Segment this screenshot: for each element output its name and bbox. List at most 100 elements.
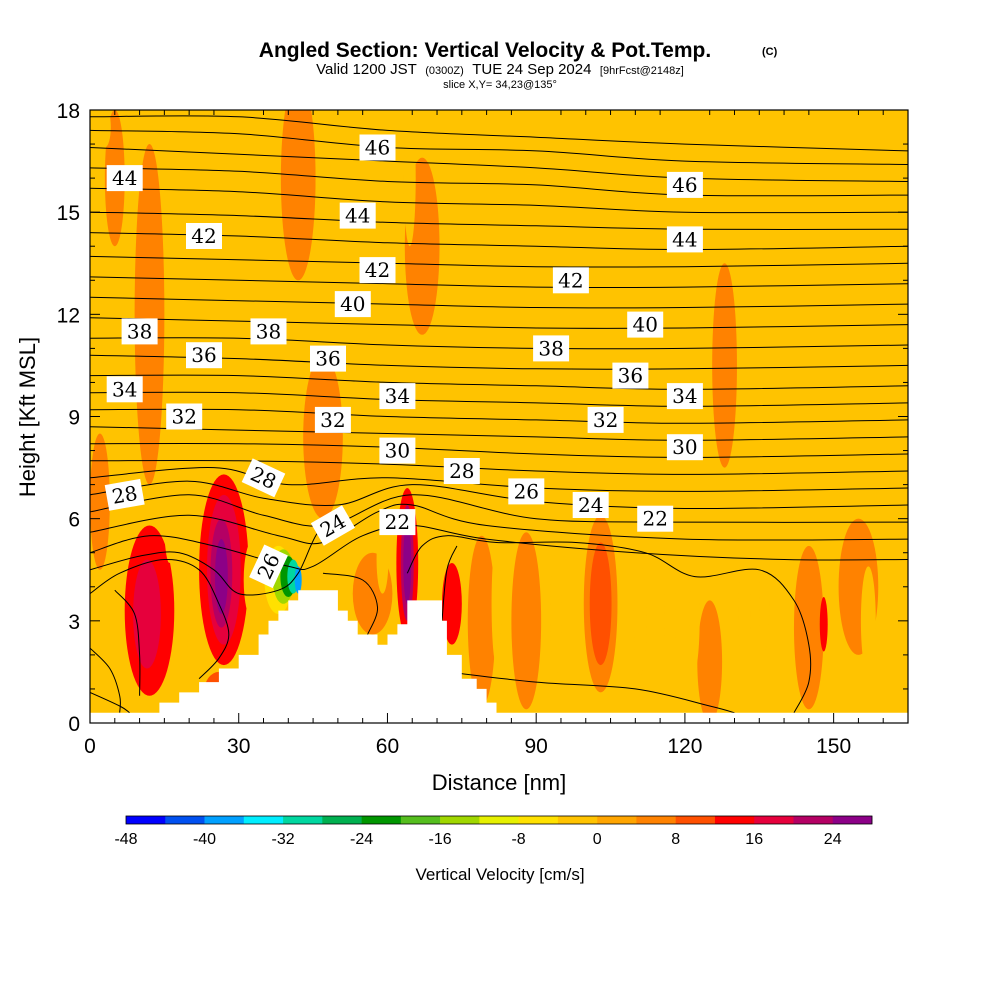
colorbar-tick-label: -16 <box>429 831 452 848</box>
colorbar-swatch <box>557 816 598 824</box>
theta-contour <box>90 187 908 214</box>
contour-label-bg <box>249 544 288 589</box>
contour-label: 24 <box>572 492 609 518</box>
colorbar-swatch <box>597 816 637 824</box>
contour-label-bg <box>587 406 624 433</box>
colorbar-swatch <box>832 816 873 824</box>
colorbar-swatch <box>204 816 245 824</box>
contour-label: 40 <box>627 311 664 338</box>
contour-label-bg <box>379 437 416 464</box>
contour-label-text: 40 <box>632 313 657 337</box>
velocity-region <box>885 522 901 618</box>
contour-label: 22 <box>637 505 674 532</box>
theta-contour <box>90 276 908 289</box>
velocity-region <box>697 600 723 723</box>
velocity-region <box>499 110 514 179</box>
theta-contour <box>90 115 908 152</box>
contour-label-text: 36 <box>315 347 340 371</box>
colorbar-tick-label: -48 <box>114 831 137 848</box>
contour-label: 22 <box>379 509 416 536</box>
contour-label: 28 <box>443 458 480 484</box>
velocity-region <box>163 440 176 563</box>
contour-label-bg <box>121 318 158 345</box>
contour-label-bg <box>186 342 222 369</box>
velocity-region <box>134 144 165 485</box>
contour-label-bg <box>379 383 416 410</box>
contour-label: 32 <box>587 406 624 433</box>
theta-contour <box>90 691 131 714</box>
colorbar-swatch <box>636 816 676 824</box>
theta-contour <box>90 503 908 545</box>
colorbar-tick-label: 24 <box>824 831 842 848</box>
velocity-region <box>133 559 161 669</box>
theta-contour <box>90 354 908 370</box>
contour-label: 32 <box>166 403 203 430</box>
contour-label-text: 36 <box>191 343 216 367</box>
contour-label-text: 44 <box>112 166 137 190</box>
contour-label-bg <box>612 362 649 389</box>
valid-date: TUE 24 Sep 2024 <box>472 61 591 78</box>
theta-contour <box>90 317 908 329</box>
contour-label-bg <box>241 458 286 498</box>
colorbar-frame <box>125 815 873 825</box>
contour-label: 46 <box>359 134 396 161</box>
velocity-region <box>738 552 751 676</box>
y-axis-title: Height [Kft MSL] <box>15 337 40 497</box>
y-tick-label: 12 <box>57 304 80 327</box>
contour-label-bg <box>359 134 396 161</box>
contour-label-bg <box>572 492 609 518</box>
forecast-tag: [9hrFcst@2148z] <box>600 65 684 77</box>
contour-label-text: 36 <box>618 364 643 388</box>
valid-time: Valid 1200 JST <box>316 61 417 78</box>
velocity-region <box>403 522 412 604</box>
potential-temperature-contours <box>90 115 908 714</box>
theta-contour <box>90 337 908 350</box>
contour-label-text: 32 <box>593 408 618 432</box>
velocity-region <box>550 552 562 676</box>
valid-zulu: (0300Z) <box>425 65 464 77</box>
contour-label: 30 <box>379 437 416 464</box>
velocity-region <box>294 566 302 594</box>
contour-label-bg <box>104 478 145 511</box>
slice-label: slice X,Y= 34,23@135° <box>443 79 557 91</box>
contour-label-bg <box>552 267 589 294</box>
contour-label: 26 <box>508 478 545 505</box>
contour-label-text: 22 <box>642 507 667 531</box>
contour-label-bg <box>666 383 703 410</box>
colorbar-tick-label: -24 <box>350 831 373 848</box>
theta-contour <box>90 147 908 182</box>
theta-contour <box>90 391 908 407</box>
contour-label-bg <box>186 223 222 249</box>
velocity-region <box>759 556 770 652</box>
contour-label: 38 <box>250 318 287 345</box>
colorbar: -48 -40 -32 -24 -16 -8 0 8 16 24 <box>114 815 873 848</box>
velocity-region <box>98 110 111 148</box>
colorbar-swatch <box>283 816 323 824</box>
colorbar-tick-label: 8 <box>671 831 680 848</box>
velocity-region <box>689 559 700 669</box>
velocity-region <box>712 263 737 468</box>
contour-label: 46 <box>666 171 703 198</box>
theta-contour <box>90 480 908 510</box>
chart-title: Angled Section: Vertical Velocity & Pot.… <box>259 39 711 62</box>
contour-label: 44 <box>106 165 143 192</box>
contour-label-bg <box>250 318 287 345</box>
contour-label-bg <box>339 202 376 229</box>
contour-label-bg <box>637 505 674 532</box>
contour-label-bg <box>166 403 203 430</box>
x-tick-label: 150 <box>816 735 851 758</box>
y-tick-label: 3 <box>68 611 80 634</box>
colorbar-swatch <box>361 816 402 824</box>
contour-label: 34 <box>379 383 416 410</box>
theta-contour <box>90 232 908 251</box>
colorbar-tick-label: 0 <box>593 831 602 848</box>
contour-label-bg <box>310 505 355 546</box>
contour-label: 40 <box>334 291 371 318</box>
colorbar-tick-label: -8 <box>511 831 525 848</box>
x-tick-label: 120 <box>667 735 702 758</box>
vertical-velocity-field <box>90 110 901 723</box>
contour-label: 44 <box>666 226 703 253</box>
velocity-region <box>511 532 542 710</box>
